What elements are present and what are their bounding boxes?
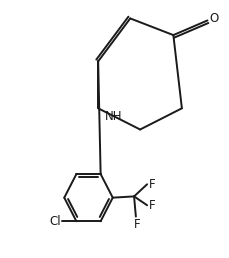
Text: F: F [148,178,155,191]
Text: Cl: Cl [49,215,61,228]
Text: O: O [208,12,217,25]
Text: NH: NH [105,110,122,123]
Text: F: F [148,199,155,212]
Text: F: F [133,218,139,231]
